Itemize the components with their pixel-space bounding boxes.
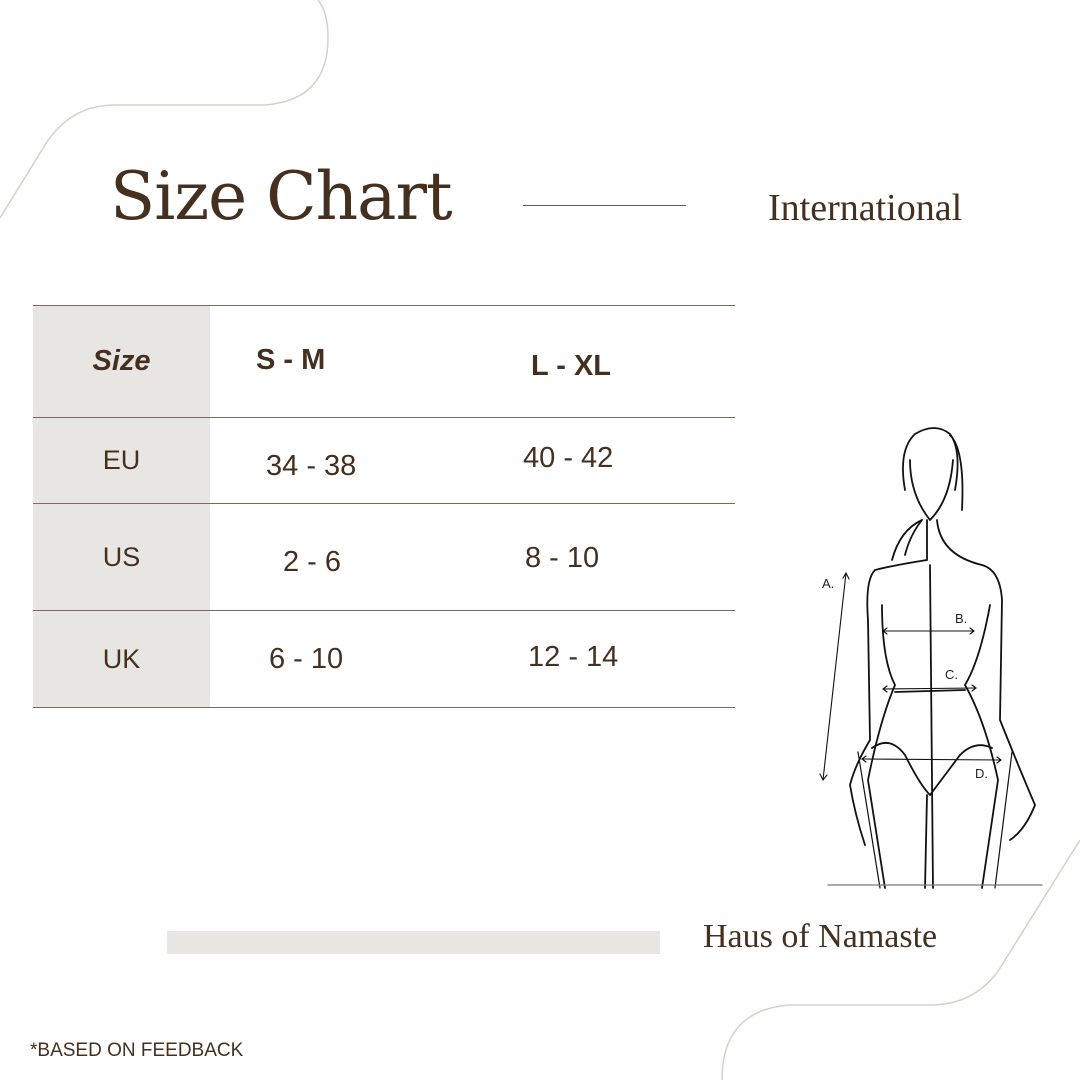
brand-name: Haus of Namaste	[703, 918, 938, 955]
subtitle: International	[768, 187, 963, 229]
column-header-lxl: L - XL	[531, 350, 612, 382]
label-c: C.	[945, 667, 958, 682]
region-cell: UK	[33, 611, 210, 707]
label-d: D.	[975, 766, 988, 781]
size-table: Size S - M L - XL EU 34 - 38 40 - 42 US …	[33, 305, 735, 708]
header-cell: Size	[33, 306, 210, 417]
cell-sm: 2 - 6	[283, 546, 342, 578]
footnote: *BASED ON FEEDBACK	[30, 1040, 244, 1061]
cell-lxl: 8 - 10	[525, 542, 600, 574]
page-title: Size Chart	[110, 158, 453, 235]
title-divider	[523, 205, 686, 206]
table-row: US 2 - 6 8 - 10	[33, 503, 735, 610]
table-header-row: Size S - M L - XL	[33, 305, 735, 417]
body-measurement-figure: A. B. C. D.	[819, 427, 1043, 889]
region-cell: US	[33, 504, 210, 610]
column-header-sm: S - M	[256, 344, 326, 376]
cell-lxl: 40 - 42	[523, 442, 614, 474]
region-cell: EU	[33, 418, 210, 503]
cell-lxl: 12 - 14	[528, 641, 619, 673]
label-a: A.	[822, 576, 834, 591]
table-row: EU 34 - 38 40 - 42	[33, 417, 735, 503]
brand-bar	[167, 931, 660, 954]
table-row: UK 6 - 10 12 - 14	[33, 610, 735, 708]
cell-sm: 6 - 10	[269, 643, 344, 675]
column-header-size: Size	[92, 345, 151, 377]
label-b: B.	[955, 611, 967, 626]
cell-sm: 34 - 38	[266, 450, 357, 482]
